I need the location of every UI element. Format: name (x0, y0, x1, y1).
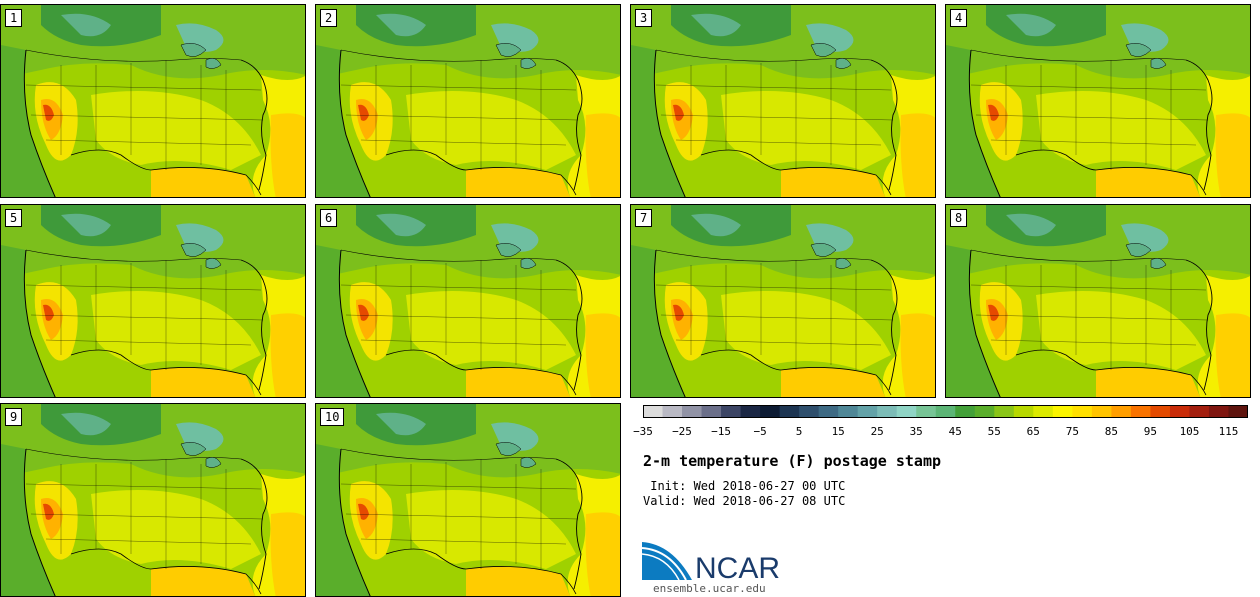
temperature-map (631, 5, 936, 198)
colorbar-swatch (1208, 405, 1229, 418)
valid-time: Valid: Wed 2018-06-27 08 UTC (643, 494, 846, 508)
colorbar-tick-label: 45 (948, 425, 962, 438)
ncar-logo-swoosh (642, 542, 692, 580)
colorbar-tick-label: 35 (909, 425, 923, 438)
colorbar-swatch (1130, 405, 1151, 418)
website-url: ensemble.ucar.edu (653, 582, 766, 595)
colorbar-tick-label: −15 (711, 425, 732, 438)
member-number-label: 4 (950, 9, 968, 27)
temperature-map (631, 205, 936, 398)
ncar-logo: NCAR (642, 542, 780, 582)
colorbar-swatch (877, 405, 898, 418)
member-number-label: 8 (950, 209, 968, 227)
colorbar-swatch (701, 405, 722, 418)
colorbar-tick-label: 55 (987, 425, 1001, 438)
colorbar-swatch (1111, 405, 1132, 418)
colorbar-swatch (779, 405, 800, 418)
ncar-logo-text: NCAR (695, 552, 780, 582)
colorbar-tick-label: 85 (1104, 425, 1119, 438)
colorbar-tick-label: 95 (1143, 425, 1158, 438)
colorbar-swatch (740, 405, 761, 418)
member-number-label: 7 (635, 209, 653, 227)
ensemble-member-panel: 6 (315, 204, 621, 398)
temperature-map (1, 5, 306, 198)
temperature-map (1, 205, 306, 398)
colorbar-tick-label: 115 (1218, 425, 1239, 438)
ensemble-member-panel: 1 (0, 4, 306, 198)
member-number-label: 1 (5, 9, 23, 27)
colorbar-swatch (760, 405, 781, 418)
temperature-map (316, 205, 621, 398)
ensemble-member-panel: 8 (945, 204, 1251, 398)
member-number-label: 2 (320, 9, 338, 27)
colorbar-border (643, 405, 1248, 418)
colorbar-swatch (818, 405, 839, 418)
figure-title: 2-m temperature (F) postage stamp (643, 452, 942, 470)
temperature-map (1, 404, 306, 597)
ensemble-member-panel: 9 (0, 403, 306, 597)
colorbar-tick-label: 105 (1179, 425, 1200, 438)
ensemble-member-panel: 10 (315, 403, 621, 597)
ensemble-member-panel: 5 (0, 204, 306, 398)
temperature-map (946, 205, 1251, 398)
colorbar-swatch (1033, 405, 1054, 418)
ensemble-member-panel: 7 (630, 204, 936, 398)
colorbar-swatch (1228, 405, 1248, 418)
colorbar-swatch (974, 405, 995, 418)
colorbar-tick-label: 5 (795, 425, 803, 438)
colorbar-swatch (1013, 405, 1034, 418)
colorbar-swatch (1091, 405, 1112, 418)
member-number-label: 6 (320, 209, 338, 227)
member-number-label: 9 (5, 408, 23, 426)
colorbar-swatch (1169, 405, 1190, 418)
colorbar-tick-label: −35 (633, 425, 653, 438)
colorbar-swatch (857, 405, 878, 418)
temperature-map (316, 5, 621, 198)
colorbar-swatch (838, 405, 859, 418)
colorbar-tick-label: 65 (1026, 425, 1040, 438)
colorbar-swatch (1150, 405, 1171, 418)
colorbar-swatch (799, 405, 820, 418)
colorbar-swatch (721, 405, 742, 418)
colorbar-tick-label: 25 (870, 425, 884, 438)
temperature-map (946, 5, 1251, 198)
colorbar-swatch (1189, 405, 1210, 418)
colorbar-swatch (643, 405, 664, 418)
colorbar-swatch (682, 405, 703, 418)
ensemble-member-panel: 2 (315, 4, 621, 198)
colorbar-swatch (1052, 405, 1073, 418)
colorbar-swatch (935, 405, 956, 418)
colorbar-swatch (662, 405, 683, 418)
colorbar-swatch (994, 405, 1015, 418)
temperature-colorbar (643, 405, 1248, 418)
colorbar-tick-label: 75 (1065, 425, 1080, 438)
init-time: Init: Wed 2018-06-27 00 UTC (643, 479, 846, 493)
temperature-map (316, 404, 621, 597)
colorbar-swatch (955, 405, 976, 418)
ensemble-member-panel: 3 (630, 4, 936, 198)
ensemble-member-panel: 4 (945, 4, 1251, 198)
colorbar-tick-label: −25 (672, 425, 692, 438)
member-number-label: 10 (320, 408, 345, 426)
colorbar-swatch (1072, 405, 1093, 418)
member-number-label: 3 (635, 9, 653, 27)
colorbar-tick-label: −5 (753, 425, 767, 438)
colorbar-swatch (896, 405, 917, 418)
colorbar-swatch (916, 405, 937, 418)
member-number-label: 5 (5, 209, 23, 227)
colorbar-tick-label: 15 (831, 425, 845, 438)
